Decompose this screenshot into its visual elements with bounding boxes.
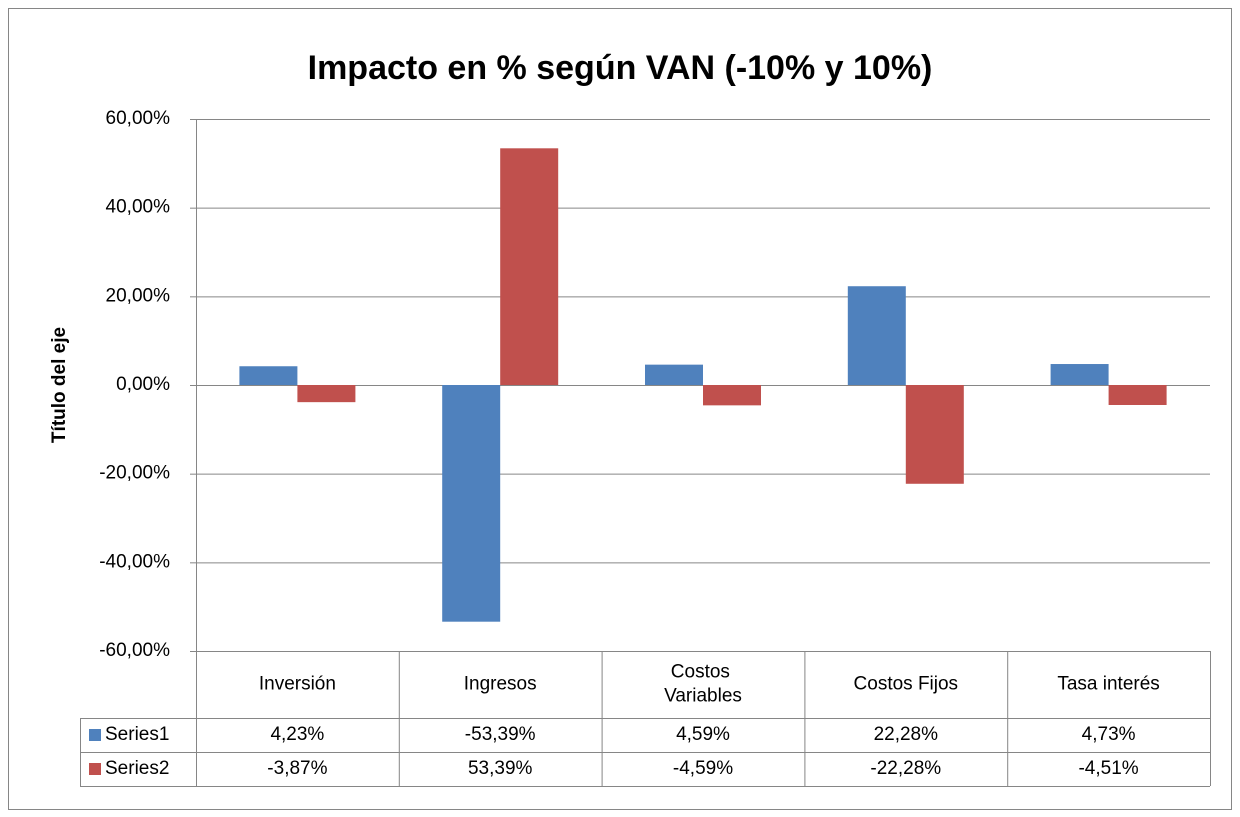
value-label: 4,73%	[1082, 724, 1136, 745]
value-label: 4,59%	[676, 724, 730, 745]
legend-key	[89, 729, 101, 741]
value-label: -3,87%	[267, 758, 327, 779]
legend-label: Series2	[105, 758, 169, 779]
value-label: 53,39%	[468, 758, 533, 779]
bar	[297, 385, 356, 403]
value-label: 4,23%	[270, 724, 324, 745]
y-tick-label: -60,00%	[99, 640, 170, 661]
value-label: -22,28%	[870, 758, 941, 779]
value-label: -4,59%	[673, 758, 733, 779]
bar	[847, 286, 906, 385]
y-tick-label: 40,00%	[106, 197, 171, 218]
y-tick-label: 20,00%	[106, 285, 171, 306]
category-label: Tasa interés	[1057, 674, 1159, 695]
value-label: -4,51%	[1078, 758, 1138, 779]
bar	[703, 385, 762, 406]
category-label: Ingresos	[464, 674, 537, 695]
bar	[644, 364, 703, 385]
y-tick-label: -40,00%	[99, 551, 170, 572]
bar	[905, 385, 964, 484]
y-axis-title: Título del eje	[49, 327, 70, 443]
value-label: -53,39%	[465, 724, 536, 745]
category-label: Costos Fijos	[854, 674, 959, 695]
category-label: Costos Variables	[664, 662, 742, 707]
value-label: 22,28%	[874, 724, 939, 745]
chart-title: Impacto en % según VAN (-10% y 10%)	[308, 49, 933, 87]
bar	[1108, 385, 1167, 405]
legend-key	[89, 763, 101, 775]
bar	[500, 148, 559, 385]
bar	[442, 385, 501, 622]
category-label: Inversión	[259, 674, 336, 695]
chart-border	[8, 8, 1232, 810]
bar	[239, 366, 298, 385]
legend-label: Series1	[105, 724, 169, 745]
y-tick-label: 0,00%	[116, 374, 170, 395]
y-tick-label: -20,00%	[99, 463, 170, 484]
y-tick-label: 60,00%	[106, 108, 171, 129]
bar	[1050, 364, 1109, 385]
